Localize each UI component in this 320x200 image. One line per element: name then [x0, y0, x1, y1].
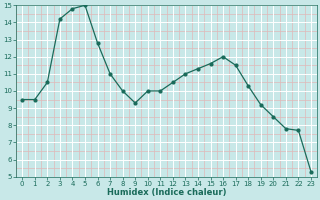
X-axis label: Humidex (Indice chaleur): Humidex (Indice chaleur)	[107, 188, 226, 197]
